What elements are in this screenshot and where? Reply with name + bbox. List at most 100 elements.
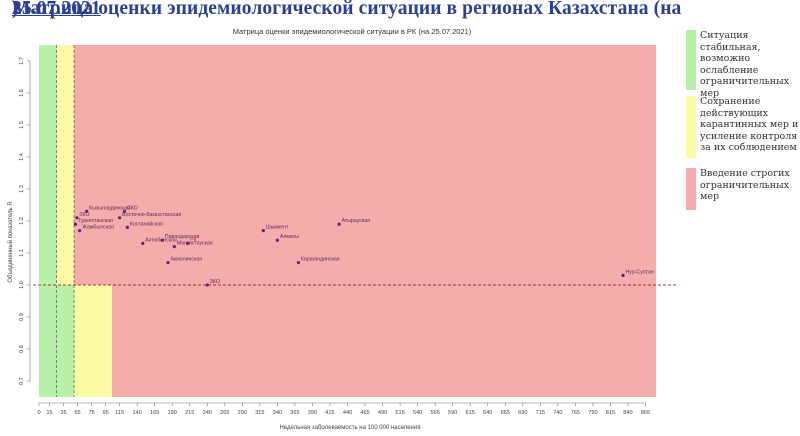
point-2 <box>73 222 78 226</box>
chart-zones <box>39 45 656 397</box>
point-label-13: Шымкент <box>266 225 289 231</box>
x-tick-label-20: 465 <box>360 410 369 416</box>
x-tick-label-11: 240 <box>203 410 212 416</box>
x-axis-label: Недельная заболеваемость на 100 000 насе… <box>280 425 421 431</box>
x-tick-label-0: 0 <box>37 410 40 416</box>
headline-date: 25.07.2021 <box>12 0 101 19</box>
headline-close: ) <box>12 0 19 19</box>
point-10 <box>186 241 190 245</box>
point-label-16: Карагандинская <box>301 257 340 263</box>
y-tick-label-5: 1.2 <box>19 217 25 225</box>
x-tick-label-8: 165 <box>150 410 159 416</box>
point-17 <box>621 273 625 277</box>
x-tick-label-35: 840 <box>623 410 632 416</box>
point-label-11: Акмолинская <box>171 257 203 263</box>
point-label-4: СКО <box>127 205 138 211</box>
x-tick-label-7: 140 <box>132 410 141 416</box>
x-tick-label-24: 565 <box>430 410 439 416</box>
point-4 <box>122 209 127 213</box>
x-tick-label-3: 55 <box>74 410 80 416</box>
legend-text-stable: Ситуация стабильная, возможно ослабление… <box>700 30 790 99</box>
point-11 <box>166 261 170 265</box>
x-tick-label-19: 440 <box>343 410 352 416</box>
point-label-2: Туркестанская <box>78 218 113 224</box>
point-label-10: РК <box>190 237 196 243</box>
legend-text-strict: Введение строгих ограничительных мер <box>700 168 790 202</box>
x-tick-label-18: 415 <box>325 410 334 416</box>
point-15 <box>337 222 341 226</box>
point-16 <box>296 261 301 265</box>
y-tick-label-7: 1.4 <box>19 153 25 161</box>
x-tick-label-22: 515 <box>395 410 404 416</box>
x-tick-label-12: 265 <box>220 410 229 416</box>
point-12 <box>205 283 209 287</box>
y-axis: 0.7 0.8 0.9 1.0 1.1 1.2 1.3 1.4 1.5 1.6 1.7 <box>19 57 31 385</box>
point-1 <box>75 216 79 220</box>
x-tick-label-23: 540 <box>413 410 422 416</box>
chart-reference-lines <box>33 45 678 397</box>
legend-swatch-red <box>686 168 696 210</box>
x-tick-label-32: 765 <box>571 410 580 416</box>
zone-3 <box>111 285 656 397</box>
x-tick-label-16: 365 <box>290 410 299 416</box>
y-tick-label-9: 1.6 <box>19 89 25 97</box>
y-tick-label-6: 1.3 <box>19 185 25 193</box>
x-axis: 0 15 35 55 75 95 115 140 165 190 215 240 265 290 315 34… <box>37 402 650 416</box>
epidemic-matrix-chart: Матрица оценки эпидемиологической ситуац… <box>0 22 686 436</box>
point-9 <box>172 245 176 249</box>
x-tick-label-34: 815 <box>606 410 615 416</box>
zone-2 <box>56 45 75 285</box>
x-tick-label-14: 315 <box>255 410 264 416</box>
x-tick-label-31: 740 <box>553 410 562 416</box>
x-tick-label-25: 590 <box>448 410 457 416</box>
point-14 <box>275 238 279 242</box>
point-7 <box>141 241 145 245</box>
page-headline: Матрица оценки эпидемиологической ситуац… <box>0 0 800 22</box>
y-axis-label: Объединенный показатель R <box>7 201 14 283</box>
x-tick-label-15: 340 <box>273 410 282 416</box>
x-tick-label-9: 190 <box>168 410 177 416</box>
x-tick-label-17: 390 <box>308 410 317 416</box>
legend-swatch-yellow <box>686 96 696 158</box>
x-tick-label-5: 95 <box>102 410 108 416</box>
x-tick-label-1: 15 <box>46 410 52 416</box>
x-tick-label-10: 215 <box>185 410 194 416</box>
legend-text-maintain: Сохранение действующих карантинных мер и… <box>700 96 799 153</box>
x-tick-label-6: 115 <box>115 410 124 416</box>
headline-text: Матрица оценки эпидемиологической ситуац… <box>12 0 682 19</box>
chart-points: КызылординскаяЗКОТуркестанскаяЖамбылская… <box>73 205 654 287</box>
point-label-12: ЗКО <box>210 279 220 285</box>
point-13 <box>261 229 265 233</box>
chart-title: Матрица оценки эпидемиологической ситуац… <box>233 27 472 36</box>
point-label-9: Мангистауская <box>177 241 213 247</box>
point-label-6: Костанайская <box>130 220 163 227</box>
x-tick-label-28: 665 <box>501 410 510 416</box>
point-label-15: Атырауская <box>342 218 371 224</box>
point-label-0: Кызылординская <box>89 205 130 211</box>
x-tick-label-26: 615 <box>466 410 475 416</box>
x-tick-label-33: 790 <box>588 410 597 416</box>
x-tick-label-27: 640 <box>483 410 492 416</box>
legend: Ситуация стабильная, возможно ослабление… <box>686 30 800 250</box>
point-3 <box>78 229 82 233</box>
y-tick-label-2: 0.9 <box>19 313 25 321</box>
x-tick-label-29: 690 <box>518 410 527 416</box>
point-label-14: Алматы <box>280 234 299 240</box>
point-label-5: Восточно-Казахстанская <box>122 212 181 218</box>
zone-4 <box>74 45 656 285</box>
legend-swatch-green <box>686 30 696 90</box>
x-tick-label-4: 75 <box>88 410 94 416</box>
point-0 <box>85 209 89 213</box>
x-tick-label-30: 715 <box>536 410 545 416</box>
y-tick-label-8: 1.5 <box>19 121 25 129</box>
x-tick-label-13: 290 <box>238 410 247 416</box>
point-5 <box>118 216 122 220</box>
x-tick-label-21: 490 <box>378 410 387 416</box>
point-label-8: Павлодарская <box>165 234 200 240</box>
y-tick-label-0: 0.7 <box>19 377 25 385</box>
point-label-1: ЗКО <box>79 212 89 218</box>
point-6 <box>125 225 129 229</box>
y-tick-label-1: 0.8 <box>19 345 25 353</box>
point-label-17: Нур-Султан <box>626 269 654 275</box>
x-tick-label-2: 35 <box>60 410 66 416</box>
